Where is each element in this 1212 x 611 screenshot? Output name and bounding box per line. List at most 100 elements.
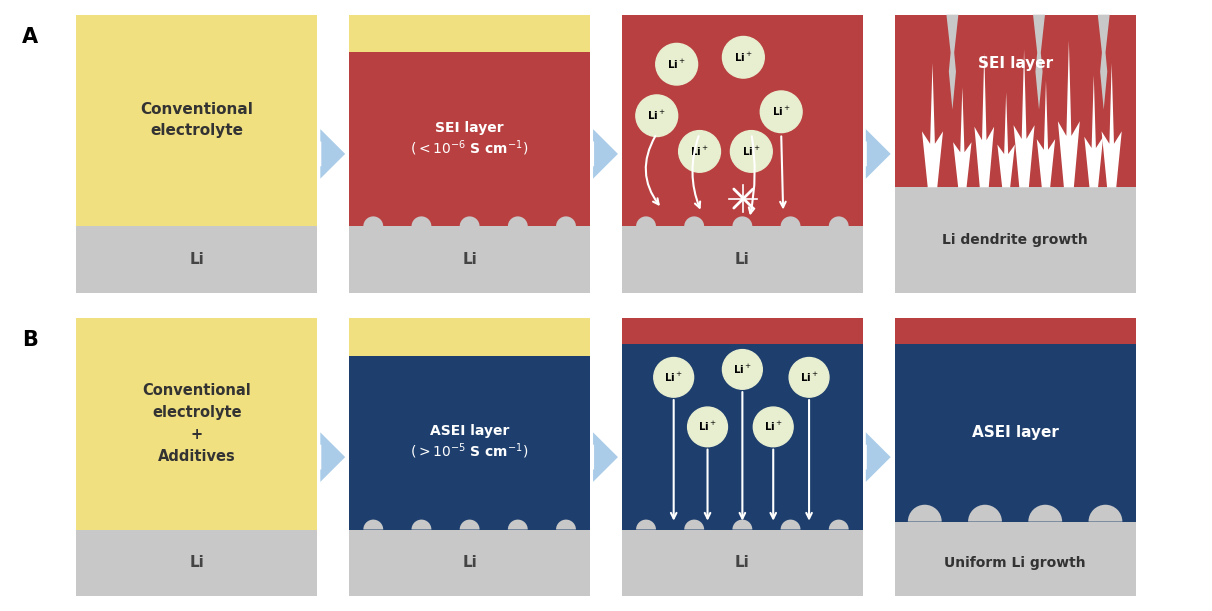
- Polygon shape: [947, 15, 959, 109]
- Polygon shape: [349, 53, 590, 226]
- Polygon shape: [1013, 49, 1035, 188]
- Polygon shape: [320, 433, 345, 482]
- Wedge shape: [364, 216, 383, 226]
- Circle shape: [754, 407, 793, 447]
- Wedge shape: [1028, 505, 1062, 522]
- Text: Li$^+$: Li$^+$: [733, 51, 753, 64]
- Text: ASEI layer
$(> 10^{-5}$ S cm$^{-1})$: ASEI layer $(> 10^{-5}$ S cm$^{-1})$: [411, 424, 528, 461]
- Polygon shape: [894, 522, 1136, 596]
- Polygon shape: [349, 356, 590, 530]
- Polygon shape: [622, 226, 863, 293]
- Polygon shape: [1085, 75, 1103, 188]
- Circle shape: [722, 349, 762, 389]
- Text: Li: Li: [734, 555, 750, 571]
- Wedge shape: [1088, 505, 1122, 522]
- Circle shape: [789, 357, 829, 397]
- Wedge shape: [732, 519, 753, 530]
- Wedge shape: [636, 519, 656, 530]
- Text: Li$^+$: Li$^+$: [733, 363, 751, 376]
- Circle shape: [731, 131, 772, 172]
- Text: Li$^+$: Li$^+$: [690, 145, 709, 158]
- Text: B: B: [22, 330, 38, 349]
- Polygon shape: [622, 530, 863, 596]
- Wedge shape: [829, 519, 848, 530]
- Polygon shape: [593, 129, 618, 178]
- Polygon shape: [1033, 15, 1045, 109]
- Wedge shape: [732, 216, 753, 226]
- Polygon shape: [76, 15, 318, 226]
- Polygon shape: [320, 129, 345, 178]
- Circle shape: [656, 43, 698, 85]
- Text: Conventional
electrolyte
+
Additives: Conventional electrolyte + Additives: [143, 383, 251, 464]
- Text: Li: Li: [734, 252, 750, 267]
- Text: Li$^+$: Li$^+$: [764, 420, 783, 433]
- Polygon shape: [922, 63, 943, 188]
- Polygon shape: [1102, 63, 1122, 188]
- Wedge shape: [412, 216, 431, 226]
- Text: SEI layer
$(< 10^{-6}$ S cm$^{-1})$: SEI layer $(< 10^{-6}$ S cm$^{-1})$: [411, 121, 528, 158]
- Polygon shape: [76, 530, 318, 596]
- Text: Li dendrite growth: Li dendrite growth: [942, 233, 1088, 247]
- Polygon shape: [349, 226, 590, 293]
- Polygon shape: [974, 53, 994, 188]
- Wedge shape: [968, 505, 1002, 522]
- Text: Uniform Li growth: Uniform Li growth: [944, 556, 1086, 570]
- Polygon shape: [1098, 15, 1110, 109]
- Circle shape: [653, 357, 693, 397]
- Text: Li$^+$: Li$^+$: [647, 109, 667, 122]
- Polygon shape: [622, 15, 863, 226]
- Polygon shape: [1058, 40, 1080, 188]
- Polygon shape: [953, 87, 972, 188]
- Polygon shape: [76, 318, 318, 530]
- Circle shape: [636, 95, 678, 136]
- Wedge shape: [459, 519, 480, 530]
- Polygon shape: [894, 188, 1136, 293]
- Wedge shape: [556, 519, 576, 530]
- Text: Li$^+$: Li$^+$: [664, 371, 684, 384]
- Polygon shape: [894, 15, 1136, 188]
- Polygon shape: [622, 343, 863, 530]
- Circle shape: [722, 37, 765, 78]
- Text: Li: Li: [462, 555, 478, 571]
- Wedge shape: [781, 216, 800, 226]
- Text: ASEI layer: ASEI layer: [972, 425, 1058, 440]
- Text: SEI layer: SEI layer: [978, 56, 1053, 70]
- Polygon shape: [997, 92, 1014, 188]
- Wedge shape: [508, 216, 527, 226]
- Polygon shape: [622, 318, 863, 343]
- Polygon shape: [349, 15, 590, 53]
- Polygon shape: [593, 433, 618, 482]
- Text: Li: Li: [189, 252, 205, 267]
- Circle shape: [687, 407, 727, 447]
- Wedge shape: [908, 505, 942, 522]
- Polygon shape: [865, 433, 891, 482]
- Wedge shape: [685, 519, 704, 530]
- Text: Li$^+$: Li$^+$: [742, 145, 761, 158]
- Text: Li: Li: [462, 252, 478, 267]
- Wedge shape: [459, 216, 480, 226]
- Wedge shape: [829, 216, 848, 226]
- Text: Conventional
electrolyte: Conventional electrolyte: [141, 103, 253, 139]
- Polygon shape: [894, 318, 1136, 343]
- Polygon shape: [76, 226, 318, 293]
- Polygon shape: [894, 343, 1136, 522]
- Text: Li$^+$: Li$^+$: [667, 57, 686, 71]
- Wedge shape: [636, 216, 656, 226]
- Polygon shape: [865, 129, 891, 178]
- Text: Li$^+$: Li$^+$: [800, 371, 818, 384]
- Circle shape: [679, 131, 720, 172]
- Text: Li$^+$: Li$^+$: [698, 420, 718, 433]
- Text: A: A: [22, 26, 38, 46]
- Wedge shape: [412, 519, 431, 530]
- Polygon shape: [349, 318, 590, 356]
- Polygon shape: [349, 530, 590, 596]
- Wedge shape: [364, 519, 383, 530]
- Wedge shape: [685, 216, 704, 226]
- Wedge shape: [508, 519, 527, 530]
- Wedge shape: [781, 519, 800, 530]
- Text: Li$^+$: Li$^+$: [772, 105, 790, 119]
- Circle shape: [760, 91, 802, 133]
- Wedge shape: [556, 216, 576, 226]
- Text: Li: Li: [189, 555, 205, 571]
- Polygon shape: [1036, 80, 1056, 188]
